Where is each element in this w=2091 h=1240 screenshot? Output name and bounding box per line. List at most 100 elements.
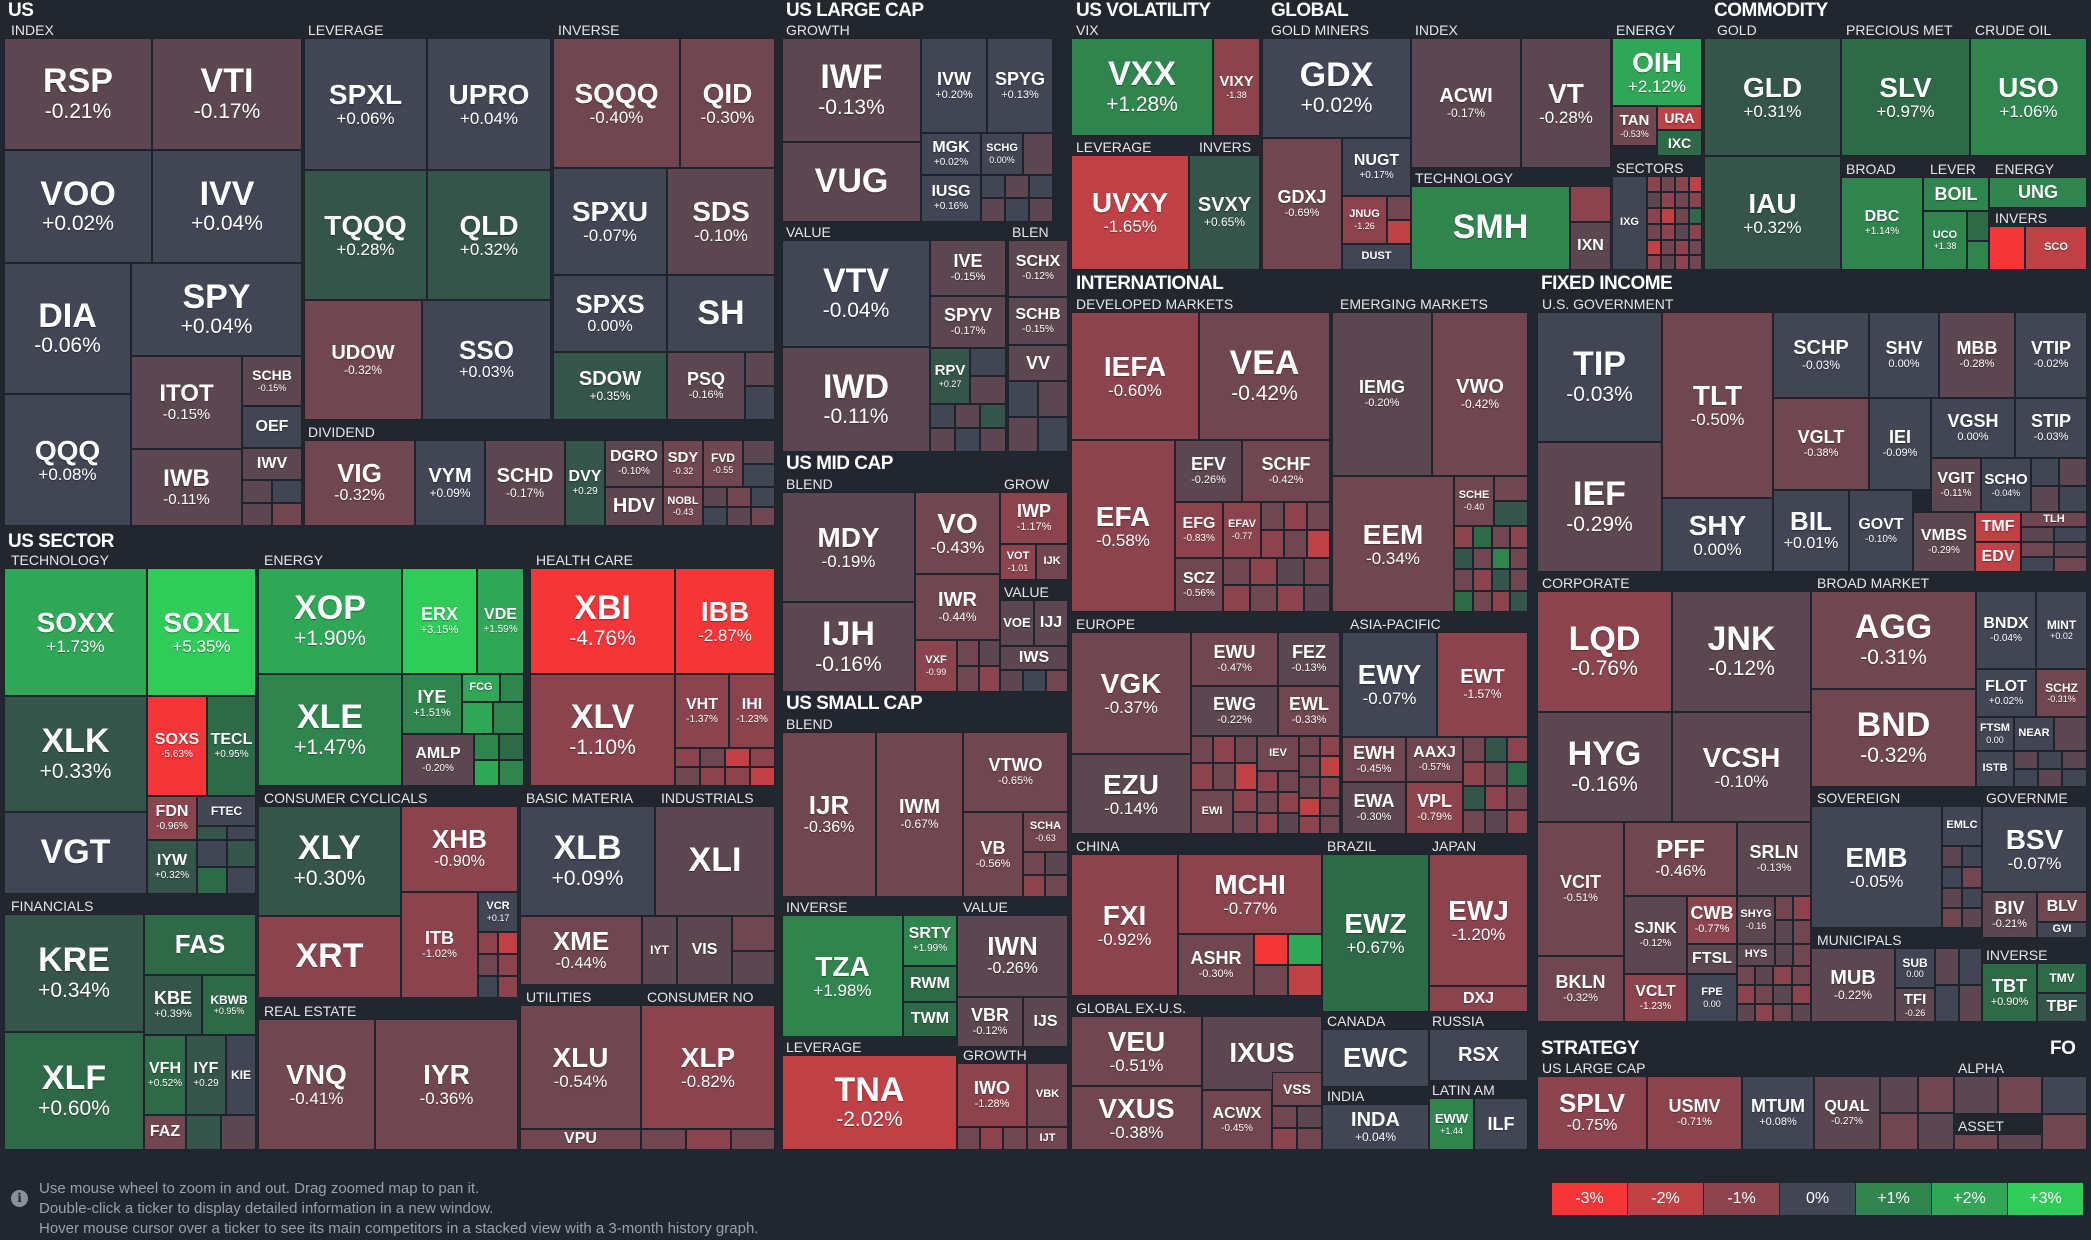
ticker-tile[interactable] — [979, 640, 1000, 666]
ticker-tile-ewu[interactable]: EWU -0.47% — [1191, 632, 1278, 686]
ticker-tile[interactable] — [750, 767, 775, 786]
ticker-tile[interactable] — [1775, 944, 1793, 966]
ticker-tile[interactable] — [1463, 786, 1485, 810]
ticker-tile[interactable] — [1320, 798, 1340, 816]
ticker-tile-fpe[interactable]: FPE 0.00 — [1687, 974, 1737, 1022]
ticker-tile-iyr[interactable]: IYR -0.36% — [375, 1019, 518, 1150]
ticker-tile-xhb[interactable]: XHB -0.90% — [401, 806, 518, 892]
ticker-tile-ihi[interactable]: IHI -1.23% — [729, 674, 775, 748]
ticker-tile[interactable] — [1689, 255, 1702, 270]
ticker-tile-rwm[interactable]: RWM — [903, 966, 957, 1002]
ticker-tile-iwv[interactable]: IWV — [242, 448, 302, 480]
ticker-tile-dust[interactable]: DUST — [1342, 244, 1411, 270]
ticker-tile[interactable] — [743, 464, 775, 487]
ticker-tile-vb[interactable]: VB -0.56% — [963, 812, 1023, 897]
ticker-tile-iwf[interactable]: IWF -0.13% — [782, 38, 921, 142]
ticker-tile[interactable] — [1510, 591, 1528, 612]
ticker-tile[interactable] — [1689, 224, 1702, 240]
ticker-tile-ixn[interactable]: IXN — [1570, 222, 1611, 270]
ticker-tile-bkln[interactable]: BKLN -0.32% — [1537, 956, 1624, 1022]
ticker-tile-kbwb[interactable]: KBWB +0.95% — [202, 975, 256, 1035]
ticker-tile-vpu[interactable]: VPU — [520, 1129, 641, 1150]
ticker-tile-ijt[interactable]: IJT — [1027, 1127, 1068, 1150]
ticker-tile[interactable] — [1775, 896, 1793, 920]
ticker-tile[interactable] — [1235, 736, 1257, 763]
ticker-tile[interactable] — [1998, 1134, 2042, 1150]
etf-heatmap[interactable]: RSP -0.21% VTI -0.17% VOO +0.02% IVV +0.04% DIA -… — [0, 0, 2091, 1160]
ticker-tile[interactable] — [703, 487, 727, 507]
ticker-tile[interactable] — [462, 702, 493, 734]
ticker-tile[interactable] — [675, 767, 700, 786]
ticker-tile[interactable] — [1485, 737, 1507, 762]
ticker-tile[interactable] — [1962, 867, 1982, 888]
ticker-tile-bnd[interactable]: BND -0.32% — [1811, 689, 1976, 787]
ticker-tile-kbe[interactable]: KBE +0.39% — [144, 975, 202, 1035]
ticker-tile-ijs[interactable]: IJS — [1023, 997, 1068, 1047]
ticker-tile[interactable] — [2054, 527, 2087, 542]
ticker-tile-ewg[interactable]: EWG -0.22% — [1191, 686, 1278, 736]
ticker-tile-ewc[interactable]: EWC — [1322, 1029, 1429, 1087]
ticker-tile[interactable] — [1278, 813, 1299, 834]
ticker-tile[interactable] — [750, 748, 775, 767]
ticker-tile[interactable] — [751, 487, 775, 507]
ticker-tile-gld[interactable]: GLD +0.31% — [1704, 38, 1841, 156]
ticker-tile[interactable] — [1647, 176, 1661, 192]
ticker-tile[interactable] — [1998, 1076, 2042, 1114]
ticker-tile-emb[interactable]: EMB -0.05% — [1811, 806, 1942, 928]
ticker-tile[interactable] — [1254, 934, 1288, 965]
ticker-tile-itot[interactable]: ITOT -0.15% — [131, 356, 242, 449]
ticker-tile-eww[interactable]: EWW +1.44 — [1429, 1098, 1474, 1150]
ticker-tile[interactable] — [1647, 240, 1661, 255]
ticker-tile[interactable] — [1278, 792, 1299, 813]
ticker-tile-vixy[interactable]: VIXY -1.38 — [1213, 38, 1260, 136]
ticker-tile-ief[interactable]: IEF -0.29% — [1537, 442, 1662, 572]
ticker-tile[interactable] — [2021, 542, 2054, 557]
ticker-tile[interactable] — [500, 674, 524, 702]
ticker-tile-tan[interactable]: TAN -0.53% — [1612, 106, 1657, 146]
ticker-tile-sso[interactable]: SSO +0.03% — [422, 300, 551, 420]
ticker-tile-shy[interactable]: SHY 0.00% — [1662, 498, 1773, 572]
ticker-tile-iyf[interactable]: IYF +0.29 — [186, 1035, 226, 1115]
ticker-tile-schd[interactable]: SCHD -0.17% — [485, 440, 565, 526]
ticker-tile[interactable] — [1045, 852, 1068, 875]
ticker-tile[interactable] — [1962, 888, 1982, 908]
ticker-tile[interactable] — [751, 507, 775, 526]
ticker-tile-vym[interactable]: VYM +0.09% — [415, 440, 485, 526]
ticker-tile[interactable] — [2054, 557, 2087, 572]
ticker-tile[interactable] — [2054, 717, 2087, 751]
ticker-tile-ilf[interactable]: ILF — [1474, 1098, 1528, 1150]
ticker-tile-voe[interactable]: VOE — [1000, 600, 1034, 646]
ticker-tile-vea[interactable]: VEA -0.42% — [1199, 312, 1330, 440]
ticker-tile[interactable] — [498, 976, 518, 998]
ticker-tile-sdy[interactable]: SDY -0.32 — [663, 440, 703, 487]
ticker-tile-kie[interactable]: KIE — [226, 1035, 256, 1115]
ticker-tile[interactable] — [732, 916, 775, 951]
ticker-tile-iyw[interactable]: IYW +0.32% — [147, 840, 197, 894]
ticker-tile-govt[interactable]: GOVT -0.10% — [1849, 490, 1913, 572]
ticker-tile[interactable] — [197, 867, 227, 894]
ticker-tile[interactable] — [1257, 771, 1278, 792]
ticker-tile-mbb[interactable]: MBB -0.28% — [1939, 312, 2015, 398]
ticker-tile-acwi[interactable]: ACWI -0.17% — [1411, 38, 1521, 168]
ticker-tile[interactable] — [1737, 1004, 1755, 1022]
ticker-tile-dia[interactable]: DIA -0.06% — [4, 263, 131, 394]
ticker-tile-xli[interactable]: XLI — [655, 806, 775, 916]
ticker-tile-stip[interactable]: STIP -0.03% — [2015, 398, 2087, 458]
ticker-tile-efg[interactable]: EFG -0.83% — [1175, 502, 1223, 558]
ticker-tile-xlp[interactable]: XLP -0.82% — [641, 1005, 775, 1129]
ticker-tile[interactable] — [1485, 810, 1507, 834]
ticker-tile[interactable] — [1755, 1004, 1773, 1022]
ticker-tile-cwb[interactable]: CWB -0.77% — [1687, 896, 1737, 944]
ticker-tile-vti[interactable]: VTI -0.17% — [152, 38, 302, 150]
ticker-tile[interactable] — [2042, 1114, 2087, 1150]
ticker-tile[interactable] — [1008, 417, 1038, 452]
ticker-tile-qqq[interactable]: QQQ +0.08% — [4, 394, 131, 526]
ticker-tile-tecl[interactable]: TECL +0.95% — [207, 696, 256, 796]
ticker-tile-ewl[interactable]: EWL -0.33% — [1278, 686, 1340, 736]
ticker-tile[interactable] — [1191, 736, 1213, 763]
ticker-tile-iws[interactable]: IWS — [1000, 646, 1068, 670]
ticker-tile[interactable] — [1272, 1128, 1297, 1150]
ticker-tile[interactable] — [227, 840, 256, 867]
ticker-tile[interactable] — [731, 1129, 775, 1150]
ticker-tile-bndx[interactable]: BNDX -0.04% — [1976, 591, 2036, 669]
